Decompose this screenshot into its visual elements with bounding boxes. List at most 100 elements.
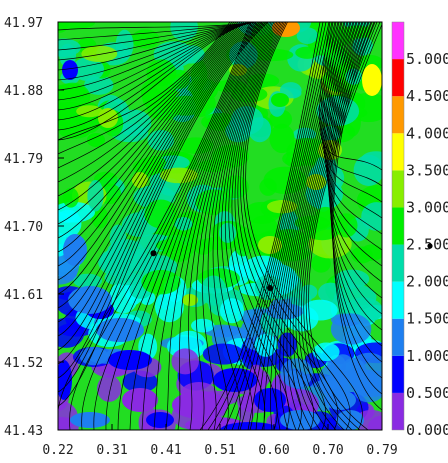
streamline [58,22,243,225]
streamline [323,22,382,235]
colorbar-label: 3.500 [406,161,448,179]
y-tick-label: 41.79 [4,152,43,167]
streamline [58,22,256,51]
x-tick-label: 0.51 [204,443,235,458]
colorbar-segment [392,22,404,60]
streamline [207,22,272,430]
colorbar-segment [392,392,404,430]
plot-area [58,22,382,430]
streamline [199,22,321,430]
colorbar-label: 1.000 [406,347,448,365]
colorbar-segment [392,133,404,171]
streamline [332,22,382,411]
streamline [58,22,233,155]
streamline [245,22,363,430]
streamline [188,22,267,430]
colorbar-segment [392,355,404,393]
streamline [234,22,315,430]
streamline [215,22,327,430]
streamline [58,22,247,253]
streamline [223,22,330,430]
streamline [289,22,363,430]
streamline [141,22,261,430]
streamline [58,22,256,141]
x-axis: 0.22 0.31 0.41 0.51 0.60 0.70 0.79 [42,424,398,458]
colorbar-segment [392,59,404,97]
streamline [58,22,251,430]
x-tick-label: 0.41 [150,443,181,458]
x-tick-label: 0.31 [96,443,127,458]
streamline [58,22,261,351]
x-tick-label: 0.22 [42,443,73,458]
streamline [58,22,253,295]
streamline [237,22,327,430]
streamline [58,22,251,281]
colorbar: 0.000 0.500 1.000 1.500 2.000 2.500 3.000 3.500… [391,21,448,439]
streamline [165,22,264,430]
streamline [58,22,257,323]
colorbar-frame [391,21,405,431]
colorbar-label: 1.500 [406,310,448,328]
streamline [207,22,324,430]
streamline [283,22,357,430]
streamline [319,22,382,171]
streamline [177,22,266,430]
streamline [231,22,302,430]
colorbar-label: 2.000 [406,273,448,291]
streamline [247,22,339,430]
streamline [231,22,333,430]
colorbar-segment [392,207,404,245]
x-tick-label: 0.79 [366,443,397,458]
streamline [58,22,235,169]
streamline [58,22,245,239]
colorbar-label: 0.500 [406,384,448,402]
streamline [58,22,237,183]
colorbar-segment [392,96,404,134]
streamline [58,22,256,31]
streamline [195,22,269,430]
streamline [58,22,256,41]
y-tick-label: 41.97 [4,16,43,31]
colorbar-label: 2.500 [406,236,448,254]
point-marker [150,250,157,257]
streamline [221,22,276,430]
streamline [58,22,263,365]
streamline [255,22,342,430]
streamline [81,22,254,430]
streamline [58,22,256,121]
colorbar-label: 4.500 [406,87,448,105]
streamline [58,22,265,379]
colorbar-label: 4.000 [406,124,448,142]
point-marker [267,284,274,291]
streamlines [58,22,382,430]
colorbar-label: 3.000 [406,198,448,216]
y-tick-label: 41.61 [4,288,43,303]
streamline [275,22,351,430]
streamline [58,22,256,111]
streamline [58,22,256,81]
streamline [58,22,231,141]
colorbar-segment [392,281,404,319]
streamline [129,22,260,430]
streamline [58,22,241,211]
streamline [93,22,255,430]
colorbar-label: 5.000 [406,50,448,68]
streamline [58,22,269,407]
streamline [308,23,382,430]
streamline [58,22,259,337]
y-axis: 41.43 41.52 41.61 41.70 41.79 41.88 41.97 [4,16,64,439]
y-tick-label: 41.43 [4,424,43,439]
streamline [295,22,369,430]
streamline [202,22,270,430]
point-markers [150,250,274,291]
streamline [58,22,267,393]
streamline [292,22,366,430]
y-tick-label: 41.88 [4,84,43,99]
streamline [263,22,345,430]
streamline [58,22,256,91]
streamline [69,22,252,430]
colorbar-segment [392,318,404,356]
streamline [58,22,256,71]
x-tick-label: 0.70 [312,443,343,458]
